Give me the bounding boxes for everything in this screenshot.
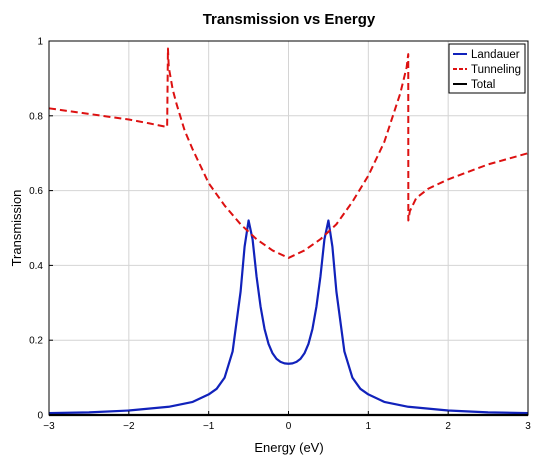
chart-title: Transmission vs Energy [203,11,376,28]
y-tick-label: 0.6 [29,186,43,197]
x-tick-label: 2 [445,421,451,432]
x-tick-label: −3 [43,421,55,432]
series-line-tunneling [48,47,529,259]
y-tick-label: 1 [37,37,43,48]
legend-label-total: Total [471,79,495,91]
x-tick-label: 0 [286,421,292,432]
y-tick-label: 0 [37,411,43,422]
legend: Landauer Tunneling Total [448,43,526,94]
x-tick-label: −2 [123,421,135,432]
x-tick-label: 1 [366,421,372,432]
x-tick-label: −1 [203,421,215,432]
y-tick-label: 0.8 [29,111,43,122]
y-axis-label: Transmission [9,190,24,267]
legend-label-landauer: Landauer [471,49,520,61]
ticks: −3 −2 −1 0 1 2 3 0 0.2 0.4 0.6 0.8 1 [29,37,531,433]
y-tick-label: 0.4 [29,261,43,272]
x-tick-label: 3 [525,421,531,432]
y-tick-label: 0.2 [29,336,43,347]
legend-label-tunneling: Tunneling [471,64,521,76]
series-line-landauer [48,219,529,415]
x-axis-label: Energy (eV) [254,440,323,455]
